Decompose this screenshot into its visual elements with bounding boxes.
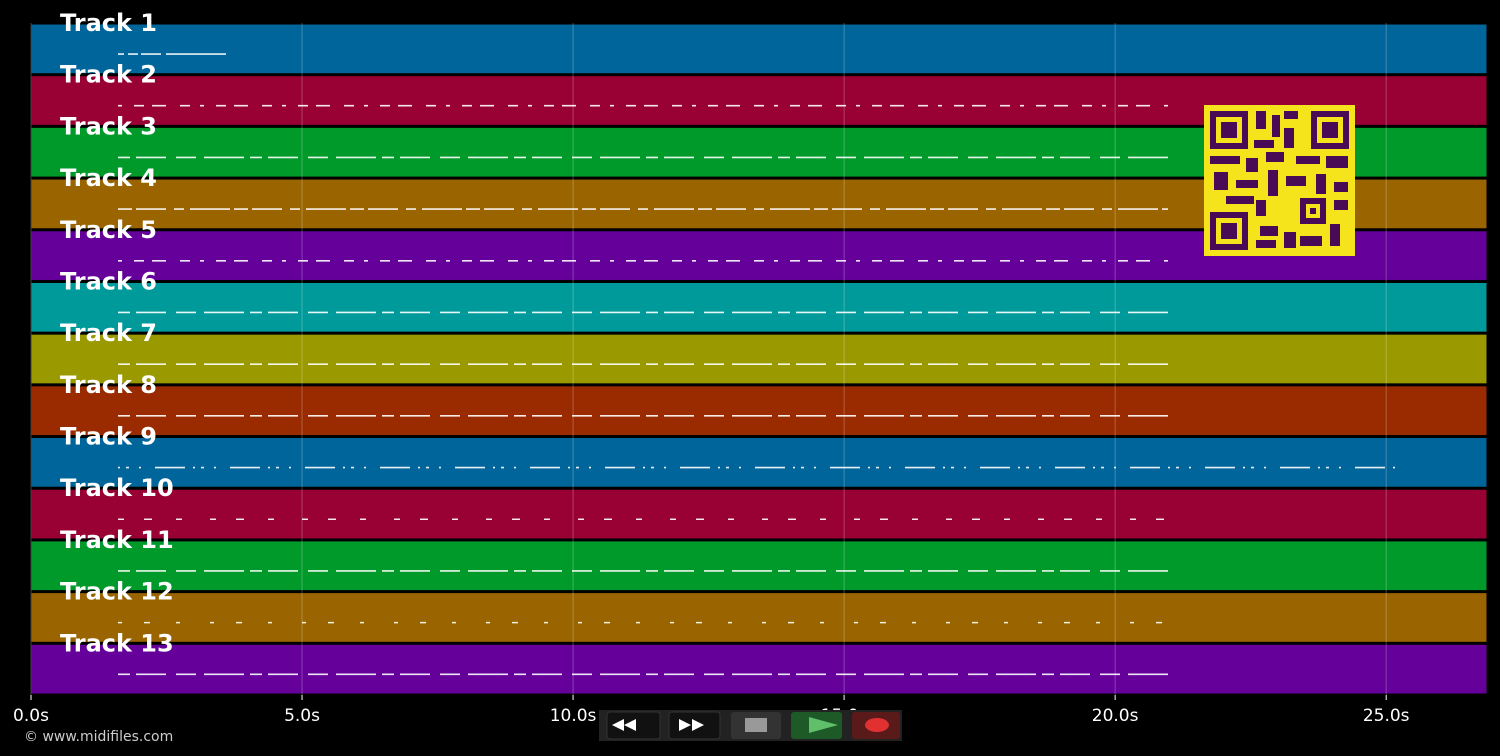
qr-code bbox=[1204, 105, 1355, 256]
track-label: Track 9 bbox=[60, 423, 157, 451]
copyright: © www.midifiles.com bbox=[24, 729, 173, 745]
track-label: Track 2 bbox=[60, 61, 157, 89]
rewind-button[interactable] bbox=[606, 711, 661, 740]
track-label: Track 10 bbox=[60, 474, 174, 502]
qr-pattern bbox=[1210, 111, 1349, 250]
play-button[interactable] bbox=[791, 712, 842, 739]
track-label: Track 6 bbox=[60, 267, 157, 295]
track-label: Track 8 bbox=[60, 371, 157, 399]
track-band bbox=[30, 281, 1488, 333]
track-band bbox=[30, 385, 1488, 437]
track-label: Track 12 bbox=[60, 578, 174, 606]
stop-button[interactable] bbox=[731, 712, 781, 739]
track-band bbox=[30, 437, 1488, 488]
x-tick-label: 5.0s bbox=[284, 706, 320, 726]
track-label: Track 13 bbox=[60, 629, 174, 657]
track-label: Track 3 bbox=[60, 112, 157, 140]
track-band bbox=[30, 333, 1488, 385]
x-tick-label: 25.0s bbox=[1363, 706, 1410, 726]
track-band bbox=[30, 592, 1488, 643]
grid bbox=[30, 23, 1387, 695]
track-label: Track 4 bbox=[60, 164, 157, 192]
fast-forward-button[interactable] bbox=[668, 711, 721, 740]
x-tick-label: 10.0s bbox=[550, 706, 597, 726]
record-button[interactable] bbox=[852, 712, 900, 739]
track-labels: Track 1 Track 2 Track 3 Track 4 Track 5 Track… bbox=[60, 9, 174, 657]
track-label: Track 11 bbox=[60, 526, 174, 554]
transport-controls bbox=[599, 710, 902, 741]
x-tick-label: 0.0s bbox=[13, 706, 49, 726]
track-label: Track 5 bbox=[60, 216, 157, 244]
track-band bbox=[30, 540, 1488, 592]
x-tick-label: 20.0s bbox=[1092, 706, 1139, 726]
track-label: Track 7 bbox=[60, 319, 157, 347]
track-band bbox=[30, 488, 1488, 540]
notes bbox=[118, 53, 1400, 676]
track-label: Track 1 bbox=[60, 9, 157, 37]
track-band bbox=[30, 23, 1488, 75]
track-band bbox=[30, 643, 1488, 695]
